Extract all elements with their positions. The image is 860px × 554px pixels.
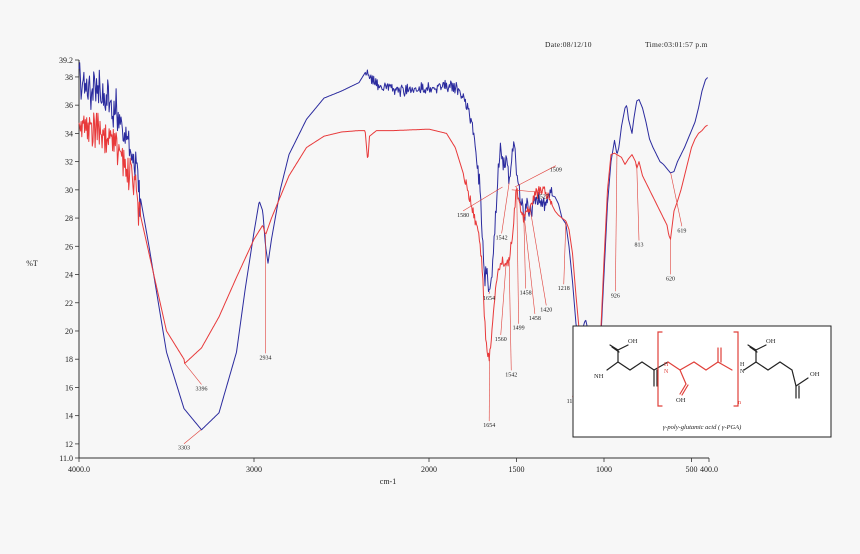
y-tick-label: 30: [65, 186, 73, 195]
peak-leader-line: [530, 210, 547, 306]
peak-label: 1458: [529, 316, 541, 322]
structure-atom-label: NH: [594, 373, 604, 380]
y-tick-label: 14: [65, 412, 73, 421]
y-tick-label: 20: [65, 327, 73, 336]
peak-label: 3396: [196, 386, 208, 392]
peak-leader-line: [523, 218, 526, 289]
peak-label: 619: [677, 228, 686, 234]
structure-atom-label: N: [740, 369, 745, 375]
peak-label: 1560: [495, 337, 507, 343]
structure-inset: OH NH H N OH H N OH OH n γ-poly-glutamic…: [572, 325, 832, 438]
y-axis-label: %T: [26, 259, 38, 268]
x-tick-label: 500: [686, 465, 698, 474]
peak-leader-line: [508, 260, 512, 371]
peak-label: 1527: [537, 194, 549, 200]
peak-leader-line: [500, 264, 507, 336]
peak-label: 926: [611, 293, 620, 299]
x-tick-label: 3000: [246, 465, 262, 474]
peak-leader-line: [462, 186, 503, 212]
peak-label: 3303: [178, 446, 190, 452]
y-tick-label: 24: [65, 271, 73, 280]
peak-leader-line: [501, 182, 510, 234]
y-tick-label: 36: [65, 101, 73, 110]
y-tick-label: 39.2: [59, 56, 73, 65]
inset-frame: [572, 325, 832, 438]
peak-leader-line: [183, 429, 202, 444]
peak-label: 1499: [513, 326, 525, 332]
chart-axes: 39.2 38 36 34 32 30 28 26 24 22 20 18 16 14 12 11.0 4000…: [59, 56, 718, 474]
peak-label: 1654: [483, 423, 495, 429]
structure-atom-label: OH: [766, 338, 776, 345]
time-label: Time:03:01:57 p.m: [645, 40, 708, 49]
peak-leader-line: [523, 213, 536, 314]
y-tick-label: 26: [65, 242, 73, 251]
peak-label: 813: [635, 242, 644, 248]
peak-label: 1420: [540, 307, 552, 313]
structure-atom-label: N: [664, 369, 669, 375]
peak-leader-line: [670, 172, 683, 227]
spectrum-line-1: [78, 62, 708, 431]
peak-leader-line: [516, 187, 519, 324]
y-tick-label: 34: [65, 129, 73, 138]
structure-atom-label: OH: [628, 338, 638, 345]
spectrum-line-2: [78, 112, 708, 406]
peak-label: 1509: [550, 168, 562, 174]
pga-structure-drawing: [606, 331, 809, 407]
peak-label: 1542: [496, 235, 508, 241]
peak-leader-line: [615, 154, 618, 292]
structure-atom-label: OH: [810, 371, 820, 378]
x-tick-label: 1000: [596, 465, 612, 474]
structure-atom-label: H: [664, 362, 669, 368]
y-tick-label: 11.0: [59, 454, 73, 463]
peak-label: 2934: [260, 355, 272, 361]
date-label: Date:08/12/10: [545, 40, 592, 49]
structure-atom-label: H: [740, 362, 745, 368]
x-tick-label: 400.0: [700, 465, 718, 474]
peak-leader-line: [636, 164, 640, 241]
spectrum-series: [78, 62, 708, 431]
peak-leader-line: [514, 165, 557, 188]
x-axis-label: cm-1: [380, 477, 396, 486]
peak-label: 1458: [520, 290, 532, 296]
y-tick-label: 38: [65, 73, 73, 82]
x-tick-label: 1500: [509, 465, 525, 474]
structure-caption: γ-poly-glutamic acid ( γ-PGA): [663, 424, 742, 431]
y-tick-label: 32: [65, 158, 73, 167]
y-tick-label: 22: [65, 299, 73, 308]
structure-atom-label: OH: [676, 397, 686, 404]
peak-label: 1542: [505, 372, 517, 378]
peak-leader-line: [488, 291, 490, 295]
y-tick-label: 12: [65, 440, 73, 449]
x-tick-label: 4000.0: [68, 465, 90, 474]
peak-label: 1218: [558, 286, 570, 292]
peak-leader-line: [563, 222, 567, 285]
peak-leader-line: [184, 363, 202, 385]
peak-label: 1580: [457, 213, 469, 219]
y-tick-label: 28: [65, 214, 73, 223]
peak-label: 1654: [483, 296, 495, 302]
y-tick-label: 18: [65, 355, 73, 364]
y-tick-label: 16: [65, 383, 73, 392]
structure-atom-label: n: [738, 400, 741, 406]
peak-label: 620: [666, 276, 675, 282]
x-tick-label: 2000: [421, 465, 437, 474]
